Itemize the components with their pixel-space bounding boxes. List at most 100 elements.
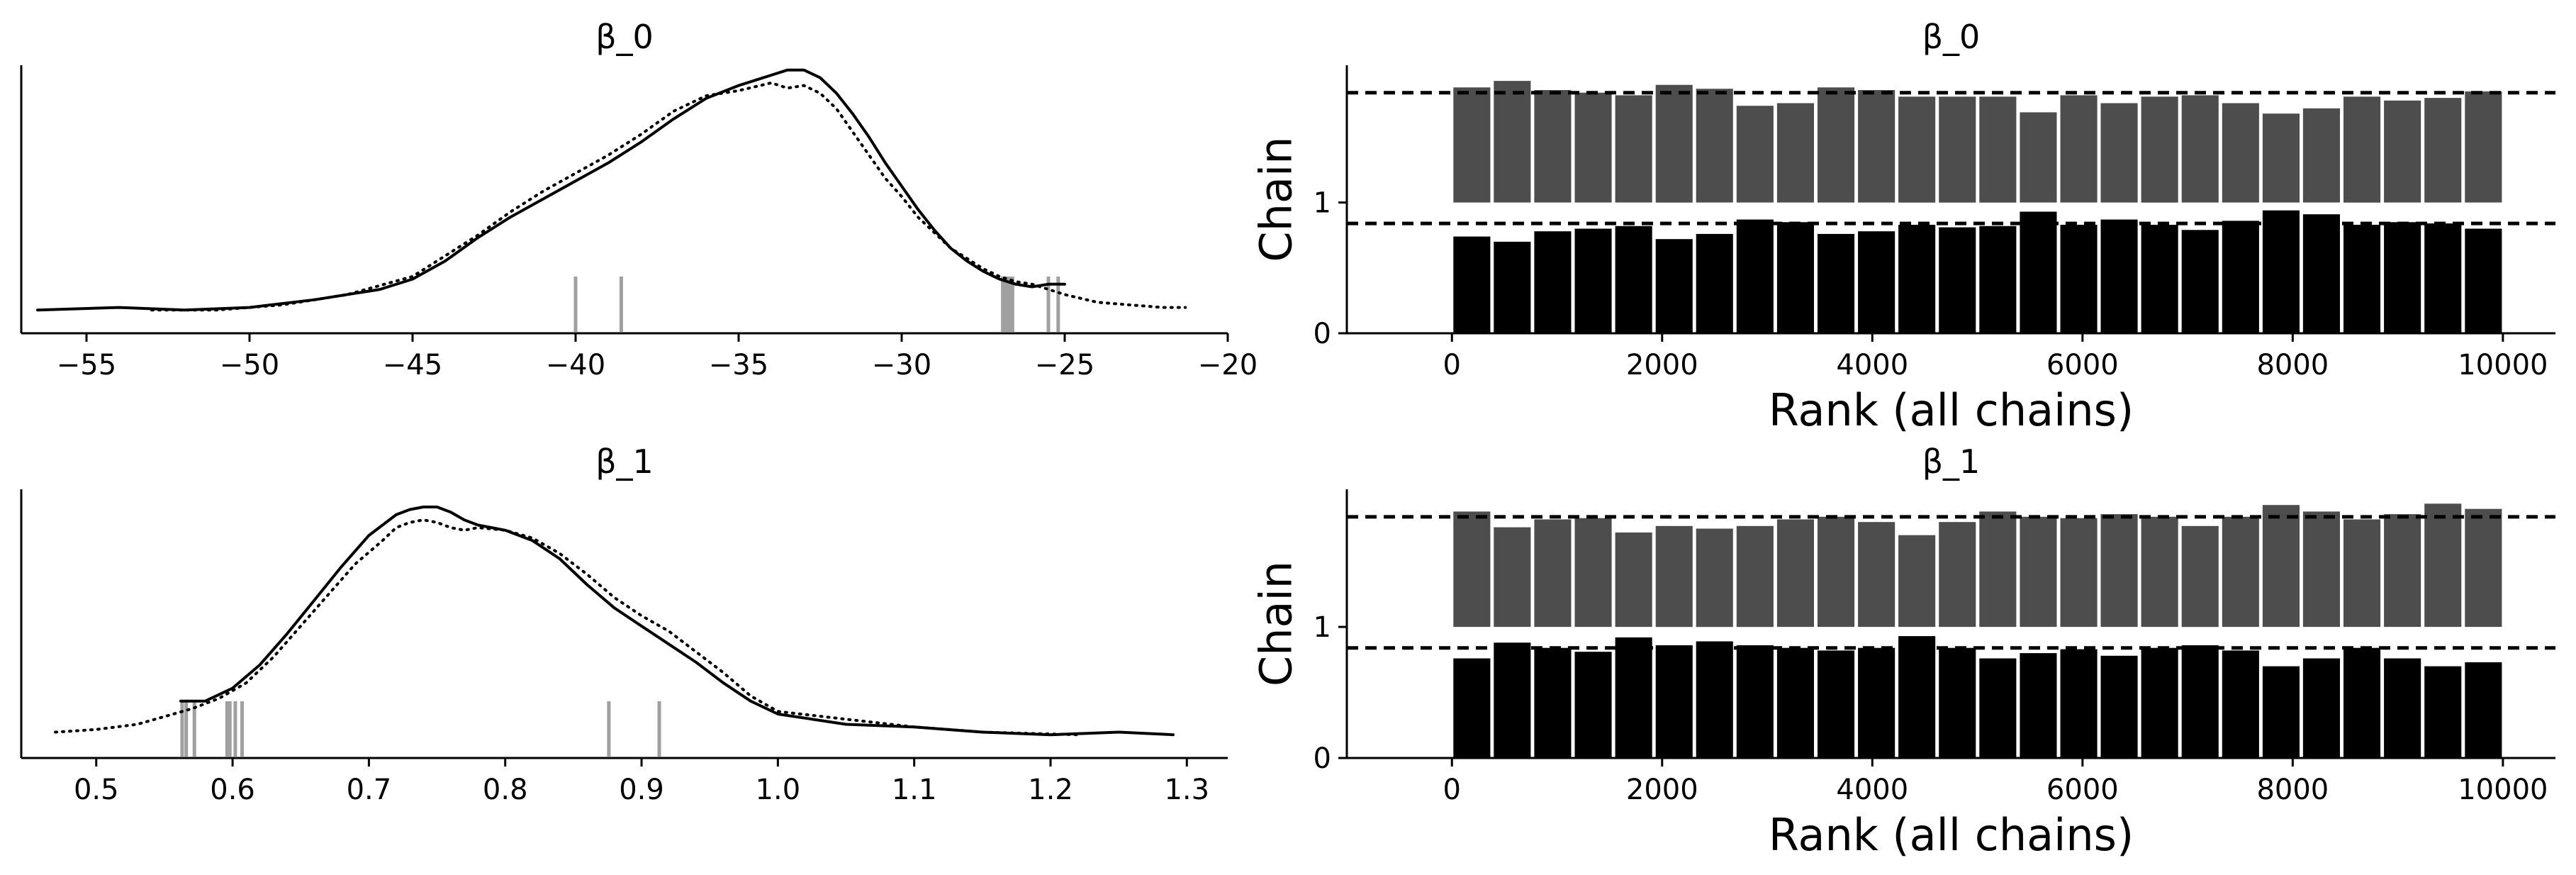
x-tick-label: 0.6 [210, 774, 255, 806]
x-tick-label: 1.2 [1028, 774, 1073, 806]
rank-bar [1655, 84, 1693, 203]
rank-bar [1534, 519, 1572, 628]
rank-bar [1453, 658, 1491, 758]
x-tick-label: 0.9 [619, 774, 664, 806]
rank-bar [1453, 236, 1491, 333]
rank-bar [1736, 219, 1774, 333]
rank-bar [2222, 516, 2259, 628]
rank-bar [1776, 647, 1814, 758]
rank-bar [1979, 658, 2017, 758]
rank-bar [2424, 223, 2462, 333]
x-tick-label: 1.3 [1164, 774, 1209, 806]
x-tick-label: 10000 [2458, 349, 2548, 381]
rank-bar [2020, 653, 2057, 758]
x-tick-label: 1.0 [756, 774, 801, 806]
rank-bar [2262, 505, 2300, 628]
rank-bar [1736, 645, 1774, 758]
rank-bar [2302, 658, 2340, 758]
rank-bar [2384, 514, 2421, 628]
rank-bar [1858, 90, 1895, 203]
kde-solid-line [36, 68, 1066, 312]
x-tick-label: 0 [1443, 349, 1461, 381]
rank-bar [2181, 645, 2219, 758]
rank-bar [1776, 103, 1814, 203]
rank-bar [1615, 95, 1652, 203]
rank-bar [1858, 647, 1895, 758]
rank-bar [1818, 516, 1855, 628]
x-tick-label: −40 [546, 349, 605, 381]
x-tick-label: 8000 [2256, 349, 2329, 381]
rank-bar [2222, 103, 2259, 203]
rank-beta1-xlabel: Rank (all chains) [1769, 809, 2134, 861]
x-tick-label: −50 [220, 349, 279, 381]
rank-bar [1696, 528, 1733, 628]
kde-beta0-rug [573, 277, 1060, 332]
rank-beta0-ylabel: Chain [1250, 136, 1302, 262]
rank-bar [1939, 227, 1976, 333]
rank-bar [2100, 655, 2138, 758]
rank-bar [2262, 210, 2300, 333]
rank-bar [2020, 112, 2057, 203]
rank-bar [1939, 522, 1976, 628]
kde-beta1-curves [54, 506, 1175, 737]
rank-bar [2302, 214, 2340, 333]
rank-bar [1939, 96, 1976, 203]
rank-bar [2384, 100, 2421, 203]
y-tick-label: 1 [1314, 611, 1331, 644]
rank-bar [1615, 533, 1652, 628]
x-tick-label: −25 [1035, 349, 1094, 381]
rank-bar [1696, 89, 1733, 203]
rank-beta1-axes: 0 2000 4000 6000 8000 10000 0 1 [1314, 489, 2555, 806]
rank-beta0-xlabel: Rank (all chains) [1769, 384, 2134, 436]
rank-bar [2181, 525, 2219, 628]
x-tick-label: 6000 [2046, 774, 2119, 806]
x-tick-label: −30 [872, 349, 931, 381]
x-tick-label: 0 [1443, 774, 1461, 806]
x-tick-label: 6000 [2046, 349, 2119, 381]
rank-bar [1818, 650, 1855, 758]
kde-beta1-rug [180, 701, 661, 757]
rank-bar [2060, 225, 2098, 333]
x-tick-label: −35 [709, 349, 768, 381]
x-tick-label: 8000 [2256, 774, 2329, 806]
rank-bar [2060, 649, 2098, 758]
y-tick-label: 0 [1314, 318, 1331, 350]
rank-bar [2424, 98, 2462, 203]
rank-beta0-bars [1453, 81, 2502, 333]
rank-bar [1858, 522, 1895, 628]
rank-bar [1655, 645, 1693, 758]
rank-bar [1979, 96, 2017, 203]
rank-beta0-axes: 0 2000 4000 6000 8000 10000 0 1 [1314, 65, 2555, 381]
x-tick-label: −45 [383, 349, 442, 381]
rank-bar [1655, 525, 1693, 628]
x-tick-label: −20 [1198, 349, 1258, 381]
rank-bar [2343, 96, 2381, 203]
rank-bar [1696, 233, 1733, 333]
rank-bar [2424, 666, 2462, 758]
rank-bar [2302, 108, 2340, 203]
rank-bar [2384, 222, 2421, 333]
x-tick-label: −55 [57, 349, 116, 381]
rank-beta0-title: β_0 [1922, 18, 1981, 56]
rank-bar [2141, 96, 2178, 203]
kde-beta1-title: β_1 [595, 442, 654, 481]
rank-bar [2020, 211, 2057, 333]
rank-bar [1534, 647, 1572, 758]
rank-panel-beta1: β_1 0 2000 4000 6000 8000 10000 0 1 Rank (all c… [1250, 442, 2555, 861]
x-tick-label: 0.7 [347, 774, 392, 806]
rank-bar [1494, 241, 1531, 333]
rank-panel-beta0: β_0 0 2000 4000 6000 8000 10000 0 1 Rank (all c… [1250, 18, 2555, 436]
rank-bar [2465, 662, 2502, 758]
rank-bar [1534, 231, 1572, 333]
rank-bar [1776, 519, 1814, 628]
rank-bar [1494, 642, 1531, 758]
x-tick-label: 4000 [1836, 349, 1908, 381]
rank-bar [2384, 658, 2421, 758]
rank-bar [1898, 636, 1936, 758]
rank-bar [1494, 527, 1531, 628]
rank-bar [2424, 503, 2462, 628]
kde-beta1-axes: 0.5 0.6 0.7 0.8 0.9 1.0 1.1 1.2 1.3 [20, 489, 1228, 806]
kde-panel-beta0: β_0 −55 −50 −45 −40 −35 −30 −25 −20 [20, 18, 1258, 381]
x-tick-label: 2000 [1626, 349, 1698, 381]
